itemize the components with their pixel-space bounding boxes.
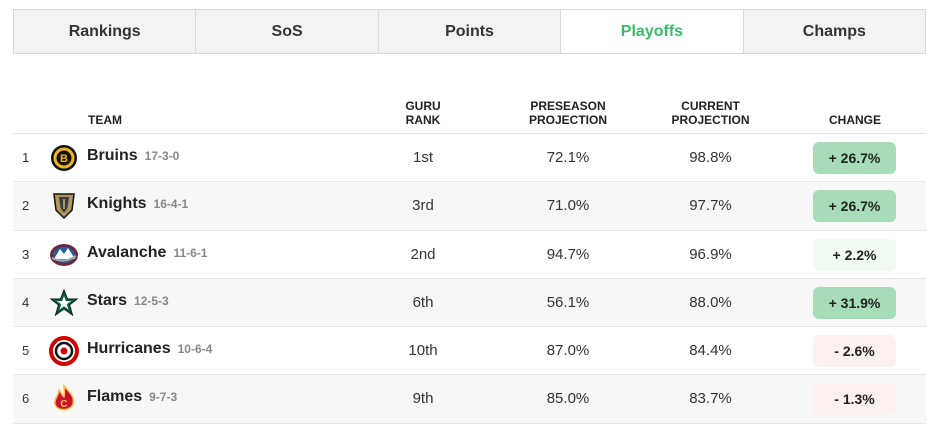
team-name-text: Stars [87, 291, 128, 309]
team-record: 12-5-3 [134, 293, 169, 308]
row-rank: 6 [22, 391, 30, 407]
tab-bar: Rankings SoS Points Playoffs Champs [13, 9, 926, 54]
header-change[interactable]: CHANGE [828, 113, 881, 127]
standings-table-body: 1 B Bruins 17-3-0 1st 72.1% 98.8% + 26.7%… [13, 134, 926, 424]
team-name-text: Avalanche [87, 243, 167, 261]
table-row[interactable]: 2 Knights 16-4-1 3rd 71.0% 97.7% + 26.7% [13, 182, 926, 231]
row-rank: 1 [22, 150, 30, 165]
team-name-text: Hurricanes [87, 340, 171, 358]
team-name[interactable]: Flames 9-7-3 [87, 388, 177, 406]
tab-rankings[interactable]: Rankings [14, 10, 197, 53]
team-name[interactable]: Knights 16-4-1 [87, 195, 188, 213]
tab-playoffs[interactable]: Playoffs [561, 10, 744, 53]
preseason-projection-value: 94.7% [546, 245, 590, 263]
header-current-line2: PROJECTION [671, 113, 750, 127]
guru-rank-value: 1st [412, 149, 433, 166]
header-preseason-line2: PROJECTION [528, 113, 607, 127]
team-record: 16-4-1 [153, 197, 189, 212]
change-badge: - 1.3% [813, 383, 896, 416]
team-record: 9-7-3 [149, 390, 178, 405]
golden-knights-logo-icon [49, 191, 79, 221]
hurricanes-logo-icon [49, 336, 79, 367]
row-rank: 2 [22, 198, 30, 214]
table-row[interactable]: 5 Hurricanes 10-6-4 10th 87.0% 84.4% - 2.… [13, 327, 926, 376]
svg-text:C: C [60, 399, 67, 410]
table-header: TEAM GURU RANK PRESEASON PROJECTION CURR… [13, 96, 926, 134]
row-rank: 3 [22, 246, 30, 262]
team-record: 17-3-0 [144, 149, 180, 163]
avalanche-logo-icon [49, 240, 79, 270]
guru-rank-value: 3rd [412, 197, 434, 215]
flames-logo-icon: C [49, 384, 79, 414]
team-name[interactable]: Bruins 17-3-0 [87, 147, 179, 165]
table-row[interactable]: 1 B Bruins 17-3-0 1st 72.1% 98.8% + 26.7% [13, 134, 926, 183]
guru-rank-value: 2nd [410, 245, 436, 263]
change-badge: - 2.6% [813, 335, 896, 368]
team-name-text: Knights [87, 195, 147, 213]
current-projection-value: 98.8% [689, 149, 732, 166]
header-preseason-line1: PRESEASON [530, 99, 606, 113]
bruins-logo-icon: B [49, 143, 79, 173]
svg-text:B: B [60, 153, 68, 165]
current-projection-value: 96.9% [689, 245, 732, 263]
team-name-text: Bruins [87, 147, 138, 164]
current-projection-value: 84.4% [689, 342, 732, 360]
current-projection-value: 83.7% [689, 390, 732, 408]
change-badge: + 26.7% [813, 190, 896, 223]
team-name[interactable]: Avalanche 11-6-1 [87, 244, 207, 262]
guru-rank-value: 6th [412, 293, 434, 311]
header-current-line1: CURRENT [681, 99, 740, 113]
preseason-projection-value: 87.0% [546, 342, 590, 360]
current-projection-value: 97.7% [689, 197, 732, 215]
table-row[interactable]: 4 Stars 12-5-3 6th 56.1% 88.0% + 31.9% [13, 278, 926, 328]
change-badge: + 26.7% [813, 142, 896, 174]
row-rank: 5 [22, 343, 30, 359]
preseason-projection-value: 71.0% [546, 197, 590, 215]
header-guru-rank-line1: GURU [405, 99, 441, 113]
row-rank: 4 [22, 294, 30, 310]
guru-rank-value: 10th [408, 342, 438, 360]
tab-sos[interactable]: SoS [196, 10, 379, 53]
header-team[interactable]: TEAM [88, 113, 122, 127]
change-badge: + 31.9% [813, 286, 896, 319]
header-preseason-projection[interactable]: PRESEASON PROJECTION [513, 99, 623, 127]
stars-logo-icon [49, 288, 79, 318]
tab-champs[interactable]: Champs [802, 22, 866, 40]
team-record: 10-6-4 [177, 342, 213, 357]
tab-points[interactable]: Points [379, 10, 562, 53]
header-current-projection[interactable]: CURRENT PROJECTION [653, 99, 768, 127]
current-projection-value: 88.0% [689, 293, 732, 311]
header-guru-rank-line2: RANK [405, 113, 441, 127]
table-row[interactable]: 3 Avalanche 11-6-1 2nd 94.7% 96.9% + 2.2% [13, 230, 926, 279]
preseason-projection-value: 56.1% [546, 293, 590, 311]
team-name[interactable]: Hurricanes 10-6-4 [87, 340, 212, 358]
preseason-projection-value: 85.0% [546, 390, 590, 408]
preseason-projection-value: 72.1% [546, 149, 590, 166]
header-guru-rank[interactable]: GURU RANK [391, 99, 455, 127]
table-row[interactable]: 6 C Flames 9-7-3 9th 85.0% 83.7% - 1.3% [13, 375, 926, 424]
team-record: 11-6-1 [173, 245, 208, 260]
change-badge: + 2.2% [813, 238, 896, 271]
team-name[interactable]: Stars 12-5-3 [87, 292, 169, 310]
team-name-text: Flames [87, 388, 143, 406]
guru-rank-value: 9th [412, 390, 434, 408]
